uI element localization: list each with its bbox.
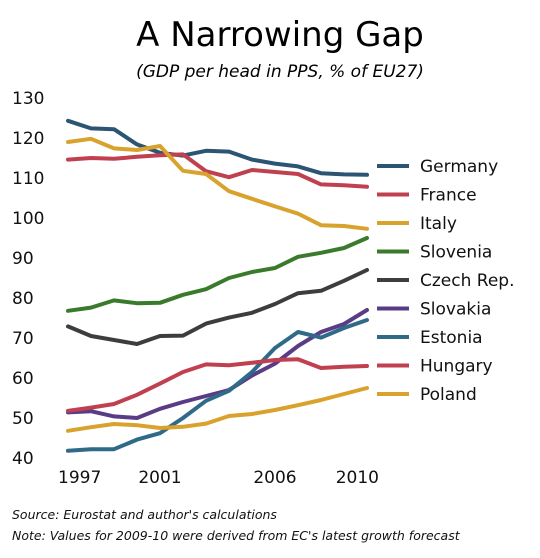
y-tick-label: 70	[12, 329, 34, 349]
y-tick-label: 110	[12, 169, 44, 189]
x-tick-label: 2001	[138, 468, 181, 488]
chart-subtitle: (GDP per head in PPS, % of EU27)	[136, 62, 424, 82]
x-tick-label: 2010	[336, 468, 379, 488]
y-tick-label: 50	[12, 409, 34, 429]
y-tick-label: 100	[12, 209, 44, 229]
x-axis-ticks: 1997 2001 2006 2010	[58, 468, 379, 488]
series-line-france	[66, 152, 369, 189]
legend-label-france: France	[420, 186, 477, 206]
series-line-estonia	[66, 318, 369, 453]
legend-label-poland: Poland	[420, 385, 477, 405]
legend-label-italy: Italy	[420, 214, 457, 234]
legend: Germany France Italy Slovenia Czech Rep. Slov…	[377, 157, 514, 405]
legend-label-estonia: Estonia	[420, 328, 483, 348]
y-tick-label: 60	[12, 369, 34, 389]
series-line-slovakia	[66, 308, 369, 420]
forecast-note: Note: Values for 2009-10 were derived fr…	[12, 528, 461, 543]
series-line-czech-rep	[66, 268, 369, 346]
legend-label-hungary: Hungary	[420, 357, 493, 377]
series-line-poland	[66, 386, 369, 433]
y-axis-ticks: 40 50 60 70 80 90 100 110 120 130	[12, 89, 44, 469]
legend-label-slovenia: Slovenia	[420, 243, 492, 263]
y-tick-label: 80	[12, 289, 34, 309]
chart-title: A Narrowing Gap	[136, 15, 424, 55]
legend-label-slovakia: Slovakia	[420, 300, 491, 320]
source-note: Source: Eurostat and author's calculatio…	[12, 507, 277, 522]
y-tick-label: 90	[12, 249, 34, 269]
series-line-germany	[66, 118, 369, 177]
series-line-hungary	[66, 357, 369, 413]
x-tick-label: 1997	[58, 468, 101, 488]
series-lines	[66, 118, 369, 453]
series-line-italy	[66, 136, 369, 231]
series-line-slovenia	[66, 236, 369, 313]
y-tick-label: 40	[12, 449, 34, 469]
y-tick-label: 120	[12, 129, 44, 149]
legend-label-czech-rep: Czech Rep.	[420, 271, 514, 291]
y-tick-label: 130	[12, 89, 44, 109]
x-tick-label: 2006	[253, 468, 296, 488]
legend-label-germany: Germany	[420, 157, 498, 177]
